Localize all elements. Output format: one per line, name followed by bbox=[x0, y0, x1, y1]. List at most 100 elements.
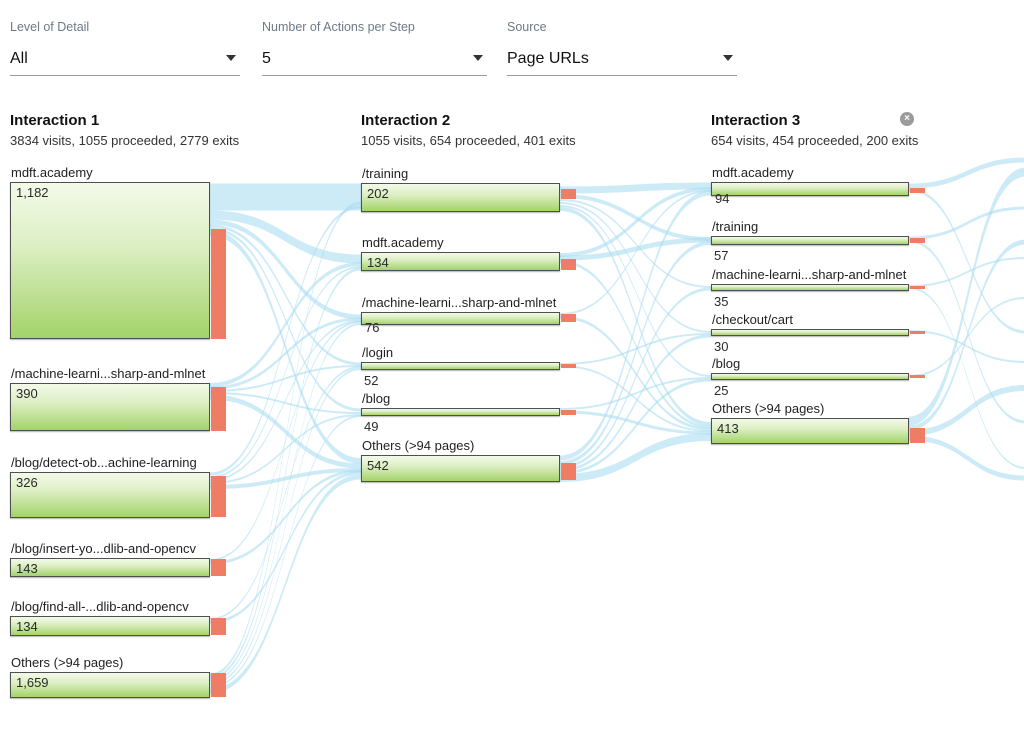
exit-bar bbox=[561, 410, 576, 415]
flow-link bbox=[560, 199, 711, 288]
close-interaction-button[interactable]: × bbox=[900, 112, 914, 126]
flow-link bbox=[560, 315, 711, 431]
flow-node-label: mdft.academy bbox=[712, 165, 794, 180]
interaction-1-title: Interaction 1 bbox=[10, 112, 100, 129]
level-of-detail-select[interactable]: All bbox=[10, 43, 240, 76]
flow-link bbox=[560, 377, 711, 410]
flow-link bbox=[210, 317, 361, 390]
filter-level-of-detail: Level of Detail All bbox=[10, 20, 240, 76]
exit-bar bbox=[910, 286, 925, 289]
flow-node-box[interactable] bbox=[10, 182, 210, 339]
flow-link bbox=[909, 239, 1024, 431]
flow-link bbox=[560, 410, 711, 435]
flow-node-box[interactable] bbox=[10, 616, 210, 636]
flow-link bbox=[210, 469, 361, 565]
flow-node-value: 35 bbox=[714, 294, 729, 309]
flow-link bbox=[210, 366, 361, 620]
flow-node-value: 1,182 bbox=[16, 185, 49, 200]
flow-node-box[interactable] bbox=[711, 182, 909, 196]
flow-link bbox=[210, 210, 361, 264]
flow-link bbox=[560, 194, 711, 241]
flow-node-label: /machine-learni...sharp-and-mlnet bbox=[712, 267, 907, 282]
flow-link bbox=[210, 323, 361, 682]
flow-node-value: 143 bbox=[16, 561, 38, 576]
flow-node-box[interactable] bbox=[711, 284, 909, 291]
flow-link bbox=[909, 435, 1024, 481]
flow-node-box[interactable] bbox=[10, 472, 210, 518]
flow-node-box[interactable] bbox=[10, 672, 210, 698]
exit-bar bbox=[910, 188, 925, 193]
flow-link bbox=[210, 415, 361, 688]
exit-bar bbox=[910, 331, 925, 334]
flow-node-value: 49 bbox=[364, 419, 379, 434]
selected-value: All bbox=[10, 50, 28, 67]
selected-value: 5 bbox=[262, 50, 271, 67]
flow-node-box[interactable] bbox=[361, 362, 560, 370]
interaction-2-title: Interaction 2 bbox=[361, 112, 451, 129]
flow-node-box[interactable] bbox=[361, 312, 560, 325]
exit-bar bbox=[211, 387, 226, 431]
flow-node-value: 25 bbox=[714, 383, 729, 398]
flow-node-box[interactable] bbox=[711, 418, 909, 444]
chevron-down-icon bbox=[226, 55, 236, 61]
exit-bar bbox=[211, 673, 226, 697]
flow-link bbox=[560, 237, 711, 261]
flow-link bbox=[560, 182, 711, 194]
source-select[interactable]: Page URLs bbox=[507, 43, 737, 76]
exit-bar bbox=[561, 314, 576, 322]
flow-node-label: /training bbox=[712, 219, 759, 234]
filter-label: Number of Actions per Step bbox=[262, 20, 415, 34]
flow-node-label: /blog bbox=[712, 356, 741, 371]
flow-link bbox=[909, 385, 1024, 436]
flow-link bbox=[210, 227, 361, 412]
flow-node-box[interactable] bbox=[711, 236, 909, 245]
flow-link bbox=[909, 167, 1024, 426]
flow-node-label: /blog/find-all-...dlib-and-opencv bbox=[11, 599, 189, 614]
flow-node-label: /machine-learni...sharp-and-mlnet bbox=[362, 295, 557, 310]
flow-link bbox=[909, 206, 1024, 240]
flow-link bbox=[560, 334, 711, 472]
flow-node-value: 542 bbox=[367, 458, 389, 473]
flow-link bbox=[909, 330, 1024, 363]
flow-node-box[interactable] bbox=[10, 383, 210, 431]
flow-node-box[interactable] bbox=[361, 408, 560, 416]
flow-link bbox=[210, 320, 361, 481]
flow-node-value: 326 bbox=[16, 475, 38, 490]
flow-node-value: 76 bbox=[365, 320, 380, 335]
flow-node-box[interactable] bbox=[361, 183, 560, 212]
flow-link bbox=[560, 378, 711, 475]
flow-node-box[interactable] bbox=[361, 252, 560, 271]
flow-link bbox=[210, 266, 361, 478]
flow-node-label: /login bbox=[362, 345, 394, 360]
chevron-down-icon bbox=[473, 55, 483, 61]
interaction-3-stats: 654 visits, 454 proceeded, 200 exits bbox=[711, 133, 919, 148]
actions-per-step-select[interactable]: 5 bbox=[262, 43, 487, 76]
flow-node-box[interactable] bbox=[361, 455, 560, 482]
flow-link bbox=[560, 365, 711, 432]
flow-node-value: 52 bbox=[364, 373, 379, 388]
flow-node-value: 57 bbox=[714, 248, 729, 263]
flow-link bbox=[210, 468, 361, 489]
flow-link bbox=[210, 365, 361, 392]
flow-node-label: /machine-learni...sharp-and-mlnet bbox=[11, 366, 206, 381]
flow-node-value: 30 bbox=[714, 339, 729, 354]
flow-link bbox=[210, 392, 361, 414]
flow-node-label: mdft.academy bbox=[362, 235, 444, 250]
flow-link bbox=[909, 257, 1024, 287]
flow-node-value: 134 bbox=[16, 619, 38, 634]
flow-node-box[interactable] bbox=[711, 373, 909, 380]
flow-link bbox=[210, 230, 361, 464]
flow-node-box[interactable] bbox=[711, 329, 909, 336]
filter-actions-per-step: Number of Actions per Step 5 bbox=[262, 20, 487, 76]
flow-node-box[interactable] bbox=[10, 558, 210, 577]
flow-link bbox=[210, 471, 361, 624]
flow-node-value: 413 bbox=[717, 421, 739, 436]
flow-link bbox=[560, 333, 711, 365]
exit-bar bbox=[561, 259, 576, 270]
exit-bar bbox=[561, 463, 576, 480]
flow-link bbox=[210, 414, 361, 484]
flow-link bbox=[560, 241, 711, 465]
flow-link bbox=[210, 267, 361, 680]
